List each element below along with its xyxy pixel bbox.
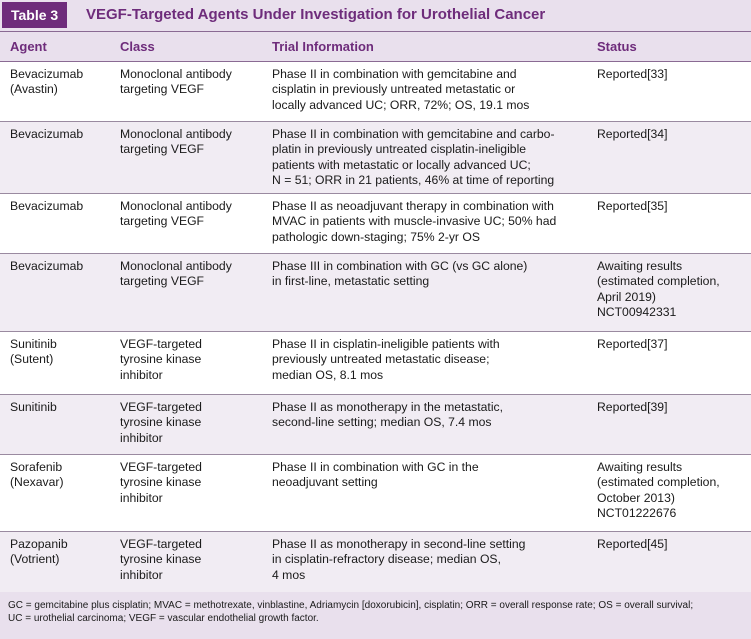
column-header-agent: Agent (10, 39, 47, 54)
status-cell: Reported[35] (597, 199, 668, 213)
agent-cell: Sorafenib (Nexavar) (10, 460, 64, 490)
agent-cell: Bevacizumab (10, 199, 84, 213)
class-cell: Monoclonal antibody targeting VEGF (120, 127, 232, 157)
abbreviations-footnote: GC = gemcitabine plus cisplatin; MVAC = … (8, 600, 694, 624)
trial-information-cell: Phase II as neoadjuvant therapy in combi… (272, 199, 557, 244)
trial-information-cell: Phase II as monotherapy in second-line s… (272, 537, 526, 582)
agent-cell: Sunitinib (Sutent) (10, 337, 57, 367)
table-row: Sunitinib (Sutent) VEGF-targeted tyrosin… (0, 332, 751, 395)
status-cell: Reported[45] (597, 537, 668, 551)
class-cell: Monoclonal antibody targeting VEGF (120, 199, 232, 229)
column-header-status: Status (597, 39, 637, 54)
table-row: Bevacizumab (Avastin) Monoclonal antibod… (0, 62, 751, 122)
agent-cell: Bevacizumab (Avastin) (10, 67, 84, 97)
column-header-trial-information: Trial Information (272, 39, 374, 54)
class-cell: Monoclonal antibody targeting VEGF (120, 259, 232, 289)
status-cell: Awaiting results (estimated completion, … (597, 460, 720, 521)
trial-information-cell: Phase III in combination with GC (vs GC … (272, 259, 528, 289)
status-cell: Reported[39] (597, 400, 668, 414)
agent-cell: Bevacizumab (10, 259, 84, 273)
status-cell: Reported[34] (597, 127, 668, 141)
class-cell: VEGF-targeted tyrosine kinase inhibitor (120, 337, 202, 382)
status-cell: Awaiting results (estimated completion, … (597, 259, 720, 320)
table-footnote-area: GC = gemcitabine plus cisplatin; MVAC = … (0, 592, 751, 639)
table-title-bar: Table 3 VEGF-Targeted Agents Under Inves… (0, 0, 751, 31)
agent-cell: Sunitinib (10, 400, 57, 414)
table-row: Bevacizumab Monoclonal antibody targetin… (0, 122, 751, 194)
class-cell: VEGF-targeted tyrosine kinase inhibitor (120, 460, 202, 505)
class-cell: Monoclonal antibody targeting VEGF (120, 67, 232, 97)
table-header-row: Agent Class Trial Information Status (0, 31, 751, 62)
trial-information-cell: Phase II as monotherapy in the metastati… (272, 400, 504, 430)
class-cell: VEGF-targeted tyrosine kinase inhibitor (120, 400, 202, 445)
table-row: Bevacizumab Monoclonal antibody targetin… (0, 254, 751, 332)
table-number-label: Table 3 (2, 2, 68, 28)
status-cell: Reported[33] (597, 67, 668, 81)
agent-cell: Pazopanib (Votrient) (10, 537, 68, 567)
trial-information-cell: Phase II in combination with gemcitabine… (272, 127, 555, 188)
column-header-class: Class (120, 39, 155, 54)
trial-information-cell: Phase II in combination with GC in the n… (272, 460, 479, 490)
trial-information-cell: Phase II in combination with gemcitabine… (272, 67, 530, 112)
table-row: Bevacizumab Monoclonal antibody targetin… (0, 194, 751, 254)
table-row: Pazopanib (Votrient) VEGF-targeted tyros… (0, 532, 751, 592)
trial-information-cell: Phase II in cisplatin-ineligible patient… (272, 337, 500, 382)
status-cell: Reported[37] (597, 337, 668, 351)
table-row: Sunitinib VEGF-targeted tyrosine kinase … (0, 395, 751, 455)
table-title: VEGF-Targeted Agents Under Investigation… (86, 6, 546, 23)
agent-cell: Bevacizumab (10, 127, 84, 141)
table-row: Sorafenib (Nexavar) VEGF-targeted tyrosi… (0, 455, 751, 532)
class-cell: VEGF-targeted tyrosine kinase inhibitor (120, 537, 202, 582)
